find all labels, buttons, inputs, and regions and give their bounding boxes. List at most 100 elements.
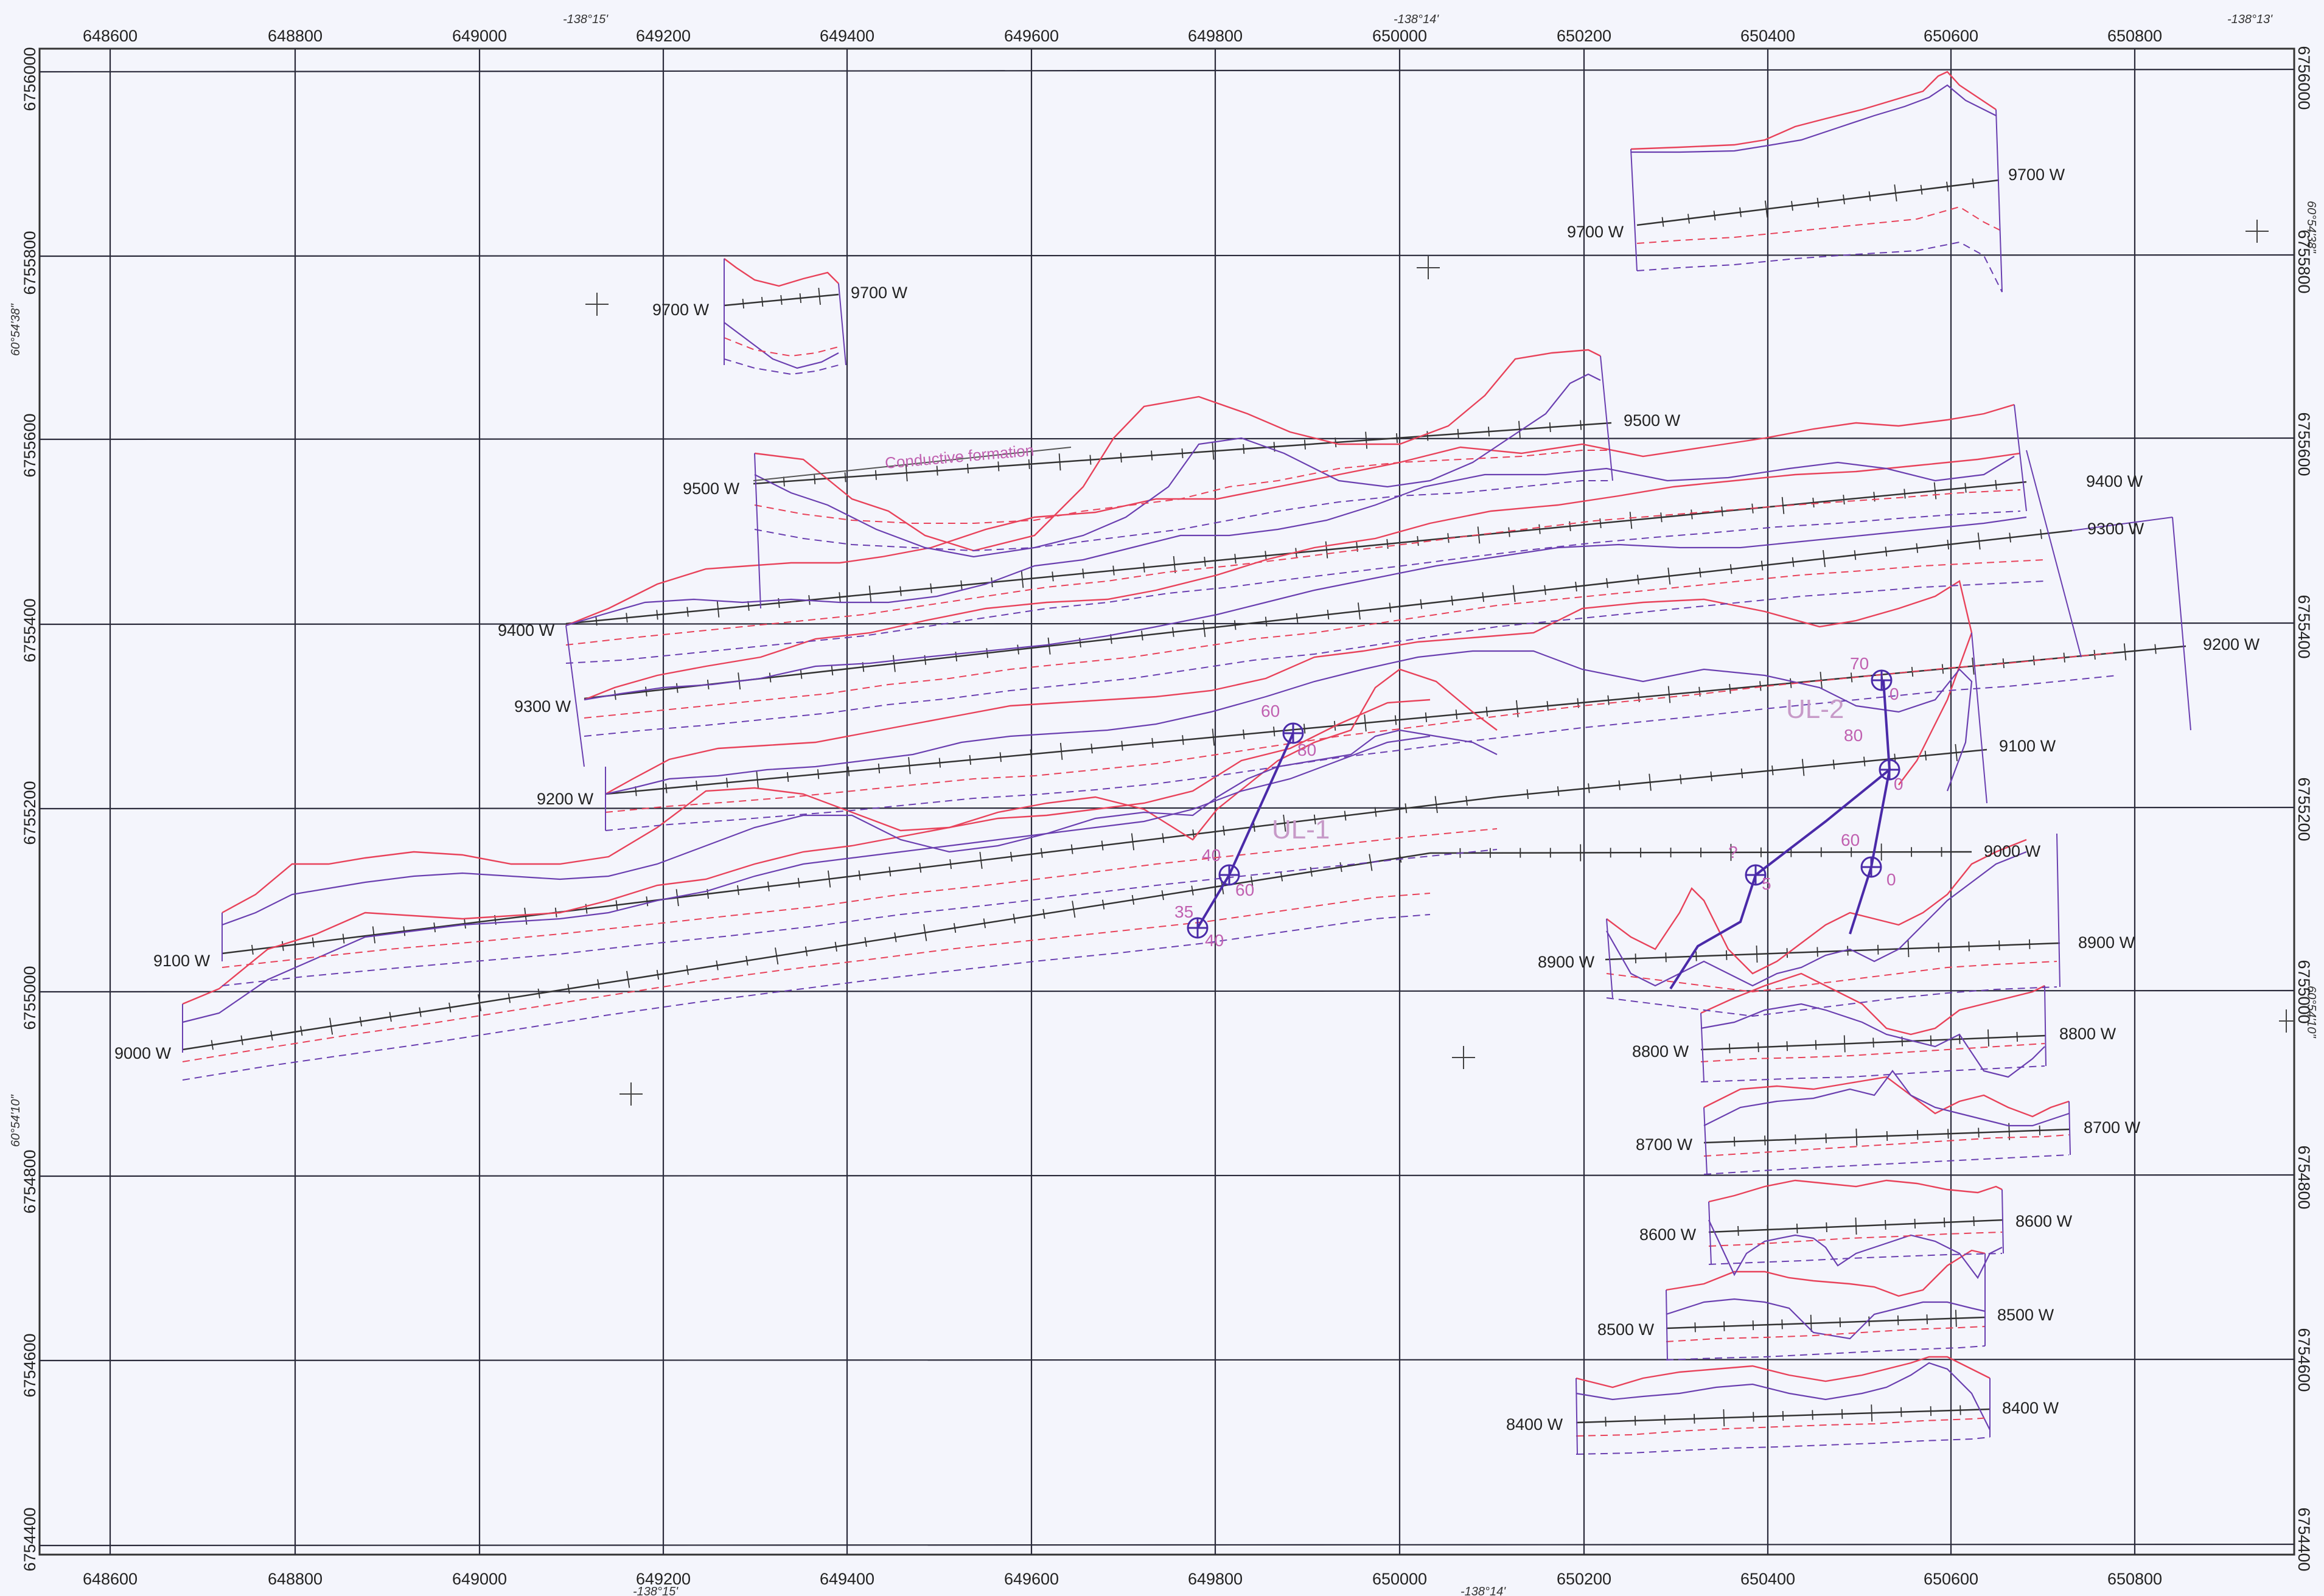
station-tick — [1767, 1224, 1769, 1235]
station-tick — [1482, 592, 1484, 602]
station-tick — [1369, 854, 1373, 871]
station-tick — [478, 994, 482, 1012]
longitude-label-bottom: -138°14' — [1460, 1585, 1506, 1596]
station-tick — [1660, 512, 1663, 523]
station-tick — [844, 472, 846, 483]
station-tick — [1897, 1315, 1899, 1325]
station-tick — [986, 648, 988, 658]
x-label-bottom: 650000 — [1372, 1570, 1427, 1588]
station-tick — [1212, 442, 1215, 460]
station-tick — [847, 766, 850, 776]
station-tick — [1013, 913, 1016, 924]
station-tick — [1253, 821, 1255, 832]
station-tick — [780, 294, 783, 305]
dip-label: 40 — [1205, 931, 1224, 950]
station-tick — [1698, 567, 1701, 578]
station-tick — [1796, 1223, 1798, 1234]
station-tick — [645, 686, 647, 697]
station-tick — [1399, 852, 1402, 863]
station-tick — [2029, 939, 2031, 949]
x-label-bottom: 649400 — [820, 1570, 874, 1588]
station-tick — [1855, 1128, 1858, 1146]
station-tick — [1434, 796, 1438, 814]
y-label-left: 6755800 — [21, 231, 39, 294]
line-label: 9200 W — [2203, 635, 2260, 653]
line-label: 9700 W — [1567, 223, 1624, 241]
station-tick — [251, 944, 254, 955]
line-label: 9100 W — [153, 952, 211, 970]
coordinate-grid — [39, 49, 2295, 1555]
station-tick — [342, 933, 345, 944]
station-tick — [1296, 613, 1299, 623]
grid-labels-left: 6756000 6755800 6755600 6755400 6755200 … — [21, 47, 39, 1571]
station-tick — [597, 979, 600, 989]
station-tick — [240, 1035, 243, 1045]
line-label: 8600 W — [2015, 1212, 2073, 1230]
station-tick — [769, 672, 772, 683]
station-tick — [1843, 194, 1845, 204]
station-tick — [1280, 871, 1283, 882]
station-tick — [696, 780, 698, 791]
station-tick — [797, 877, 800, 888]
station-tick — [1894, 184, 1897, 202]
geographic-labels: -138°15' -138°14' -138°13' -138°15' -138… — [9, 13, 2318, 1596]
latitude-label-left: 60°54'10" — [9, 1094, 23, 1147]
line-label: 9000 W — [1984, 842, 2041, 860]
line-label: 8700 W — [2084, 1118, 2141, 1137]
station-tick — [1283, 814, 1286, 832]
station-tick — [1713, 211, 1716, 221]
line-label: 8500 W — [1597, 1320, 1655, 1339]
station-tick — [1212, 728, 1215, 746]
x-label-top: 648600 — [83, 27, 138, 45]
station-tick — [818, 287, 821, 305]
y-label-right: 6756000 — [2295, 46, 2313, 110]
station-tick — [2123, 643, 2127, 661]
station-tick — [1823, 549, 1826, 568]
station-tick — [686, 607, 689, 617]
station-tick — [1344, 810, 1347, 821]
y-label-right: 6755800 — [2295, 229, 2313, 293]
geographic-tick-crosses — [585, 220, 2294, 1106]
dip-label: 0 — [1890, 685, 1899, 703]
station-tick — [1364, 714, 1367, 732]
station-tick — [1933, 482, 1937, 500]
latitude-label-left: 60°54'38" — [9, 303, 23, 356]
x-label-top: 650600 — [1924, 27, 1978, 45]
station-tick — [1557, 786, 1560, 796]
grid-labels-bottom: 648600 648800 649000 649200 649400 64960… — [83, 1570, 2162, 1588]
x-label-bottom: 650400 — [1740, 1570, 1795, 1588]
station-tick — [1512, 585, 1516, 602]
x-label-top: 650200 — [1557, 27, 1611, 45]
station-tick — [1959, 1405, 1961, 1415]
station-tick — [1733, 1137, 1736, 1147]
station-tick — [1841, 1409, 1843, 1419]
station-tick — [1698, 686, 1701, 697]
station-tick — [1916, 543, 1919, 553]
station-tick — [894, 932, 897, 943]
dip-label: 60 — [1841, 831, 1860, 849]
station-tick — [1978, 1127, 1980, 1138]
y-label-right: 6755200 — [2295, 777, 2313, 841]
station-tick — [1871, 1404, 1873, 1422]
station-tick — [1723, 1321, 1725, 1331]
station-tick — [999, 752, 1002, 762]
station-tick — [1801, 759, 1805, 776]
y-label-right: 6755000 — [2295, 960, 2313, 1023]
station-tick — [1173, 556, 1176, 573]
station-tick — [1544, 585, 1546, 595]
conductor-ul2b — [1754, 680, 1891, 876]
station-tick — [1629, 512, 1633, 529]
station-tick — [997, 461, 1000, 472]
station-tick — [1781, 497, 1785, 514]
station-tick — [1795, 1134, 1796, 1145]
station-tick — [767, 881, 770, 891]
station-tick — [1790, 678, 1792, 688]
station-tick — [905, 464, 908, 482]
station-tick — [1325, 541, 1328, 559]
station-tick — [1661, 217, 1664, 227]
x-label-bottom: 649600 — [1004, 1570, 1059, 1588]
station-tick — [1729, 564, 1733, 574]
station-tick — [1549, 422, 1551, 433]
line-labels: 9700 W 9700 W 9700 W 9700 W 9500 W 9500 … — [114, 166, 2260, 1434]
x-label-top: 649200 — [636, 27, 691, 45]
